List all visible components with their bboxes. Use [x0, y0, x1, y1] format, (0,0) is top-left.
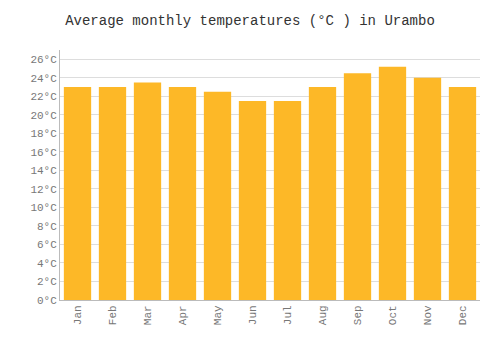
- svg-text:8°C: 8°C: [37, 221, 57, 233]
- svg-text:10°C: 10°C: [30, 202, 57, 214]
- svg-text:Apr: Apr: [177, 305, 189, 325]
- svg-text:Average monthly temperatures (: Average monthly temperatures (°C ) in Ur…: [65, 13, 435, 29]
- svg-text:16°C: 16°C: [30, 147, 57, 159]
- svg-text:2°C: 2°C: [37, 276, 57, 288]
- svg-text:Dec: Dec: [457, 305, 469, 325]
- svg-text:6°C: 6°C: [37, 239, 57, 251]
- svg-text:Sep: Sep: [352, 305, 364, 325]
- svg-text:20°C: 20°C: [30, 110, 57, 122]
- svg-text:Nov: Nov: [422, 305, 434, 325]
- svg-text:May: May: [212, 305, 224, 325]
- svg-text:Oct: Oct: [387, 305, 399, 325]
- svg-text:14°C: 14°C: [30, 165, 57, 177]
- svg-text:24°C: 24°C: [30, 73, 57, 85]
- svg-text:18°C: 18°C: [30, 128, 57, 140]
- svg-text:22°C: 22°C: [30, 91, 57, 103]
- svg-text:Mar: Mar: [142, 305, 154, 325]
- svg-text:Aug: Aug: [317, 305, 329, 325]
- svg-text:Jul: Jul: [282, 305, 294, 325]
- svg-text:Feb: Feb: [107, 305, 119, 325]
- svg-text:26°C: 26°C: [30, 54, 57, 66]
- svg-text:4°C: 4°C: [37, 258, 57, 270]
- svg-text:Jun: Jun: [247, 305, 259, 325]
- svg-text:0°C: 0°C: [37, 295, 57, 307]
- svg-text:12°C: 12°C: [30, 184, 57, 196]
- svg-text:Jan: Jan: [72, 305, 84, 325]
